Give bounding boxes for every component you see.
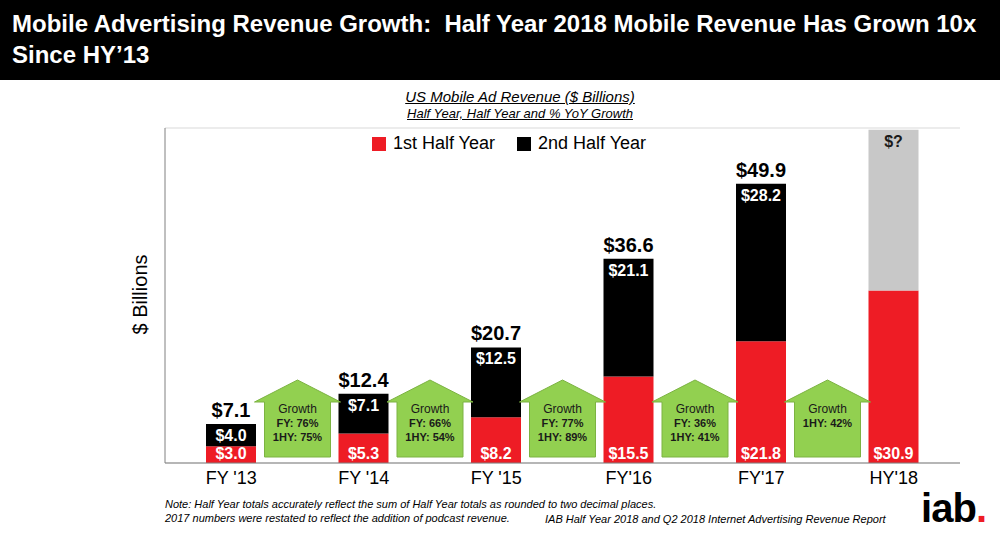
svg-text:1HY: 89%: 1HY: 89% [538, 431, 588, 443]
svg-text:Growth: Growth [808, 402, 847, 416]
svg-text:$36.6: $36.6 [603, 234, 653, 256]
svg-text:$21.1: $21.1 [608, 262, 648, 279]
svg-text:$5.3: $5.3 [348, 445, 379, 462]
svg-text:1HY: 41%: 1HY: 41% [670, 431, 720, 443]
html-text:US Mobile Ad Revenue ($ Billio: US Mobile Ad Revenue ($ Billions) [405, 88, 635, 105]
svg-text:FY: 66%: FY: 66% [409, 417, 451, 429]
svg-text:1HY: 54%: 1HY: 54% [405, 431, 455, 443]
html-text:Mobile Advertising Revenue Gro: Mobile Advertising Revenue Growth: Half … [12, 10, 983, 68]
svg-text:FY: 77%: FY: 77% [542, 417, 584, 429]
svg-text:FY: 76%: FY: 76% [277, 417, 319, 429]
html-text:Half Year, Half Year and % YoY: Half Year, Half Year and % YoY Growth [407, 106, 633, 121]
html-text:iab.: iab. [921, 486, 986, 530]
svg-text:FY: 36%: FY: 36% [674, 417, 716, 429]
html-text:2nd Half Year: 2nd Half Year [538, 133, 647, 153]
svg-text:1HY: 75%: 1HY: 75% [273, 431, 323, 443]
svg-text:$15.5: $15.5 [608, 445, 648, 462]
svg-text:Growth: Growth [278, 402, 317, 416]
svg-text:Growth: Growth [543, 402, 582, 416]
svg-text:$28.2: $28.2 [741, 187, 781, 204]
html-text:Note: Half Year totals accurat: Note: Half Year totals accurately reflec… [165, 498, 657, 510]
svg-text:FY '13: FY '13 [206, 468, 257, 488]
svg-text:$20.7: $20.7 [471, 322, 521, 344]
html-text:2017 numbers were restated to: 2017 numbers were restated to reflect th… [165, 512, 510, 524]
svg-text:FY '14: FY '14 [338, 468, 389, 488]
svg-text:Growth: Growth [676, 402, 715, 416]
html-text:1st Half Year: 1st Half Year [392, 133, 495, 153]
svg-text:HY'18: HY'18 [870, 468, 918, 488]
svg-text:$8.2: $8.2 [480, 445, 511, 462]
svg-text:$12.4: $12.4 [338, 369, 389, 391]
svg-text:1HY: 42%: 1HY: 42% [803, 417, 853, 429]
svg-text:$12.5: $12.5 [476, 350, 516, 367]
svg-text:$3.0: $3.0 [215, 445, 246, 462]
html-text:$ Billions: $ Billions [128, 254, 151, 335]
svg-text:$4.0: $4.0 [215, 427, 246, 444]
svg-text:FY '15: FY '15 [471, 468, 522, 488]
svg-text:$7.1: $7.1 [348, 397, 379, 414]
svg-text:$?: $? [884, 133, 903, 150]
svg-text:$49.9: $49.9 [736, 159, 786, 181]
svg-text:FY'16: FY'16 [606, 468, 652, 488]
svg-text:$21.8: $21.8 [741, 445, 781, 462]
svg-text:$30.9: $30.9 [873, 445, 913, 462]
svg-text:FY'17: FY'17 [738, 468, 784, 488]
svg-text:Growth: Growth [411, 402, 450, 416]
html-text:IAB Half Year 2018 and Q2 2018: IAB Half Year 2018 and Q2 2018 Internet … [545, 513, 886, 525]
svg-text:$7.1: $7.1 [212, 399, 251, 421]
